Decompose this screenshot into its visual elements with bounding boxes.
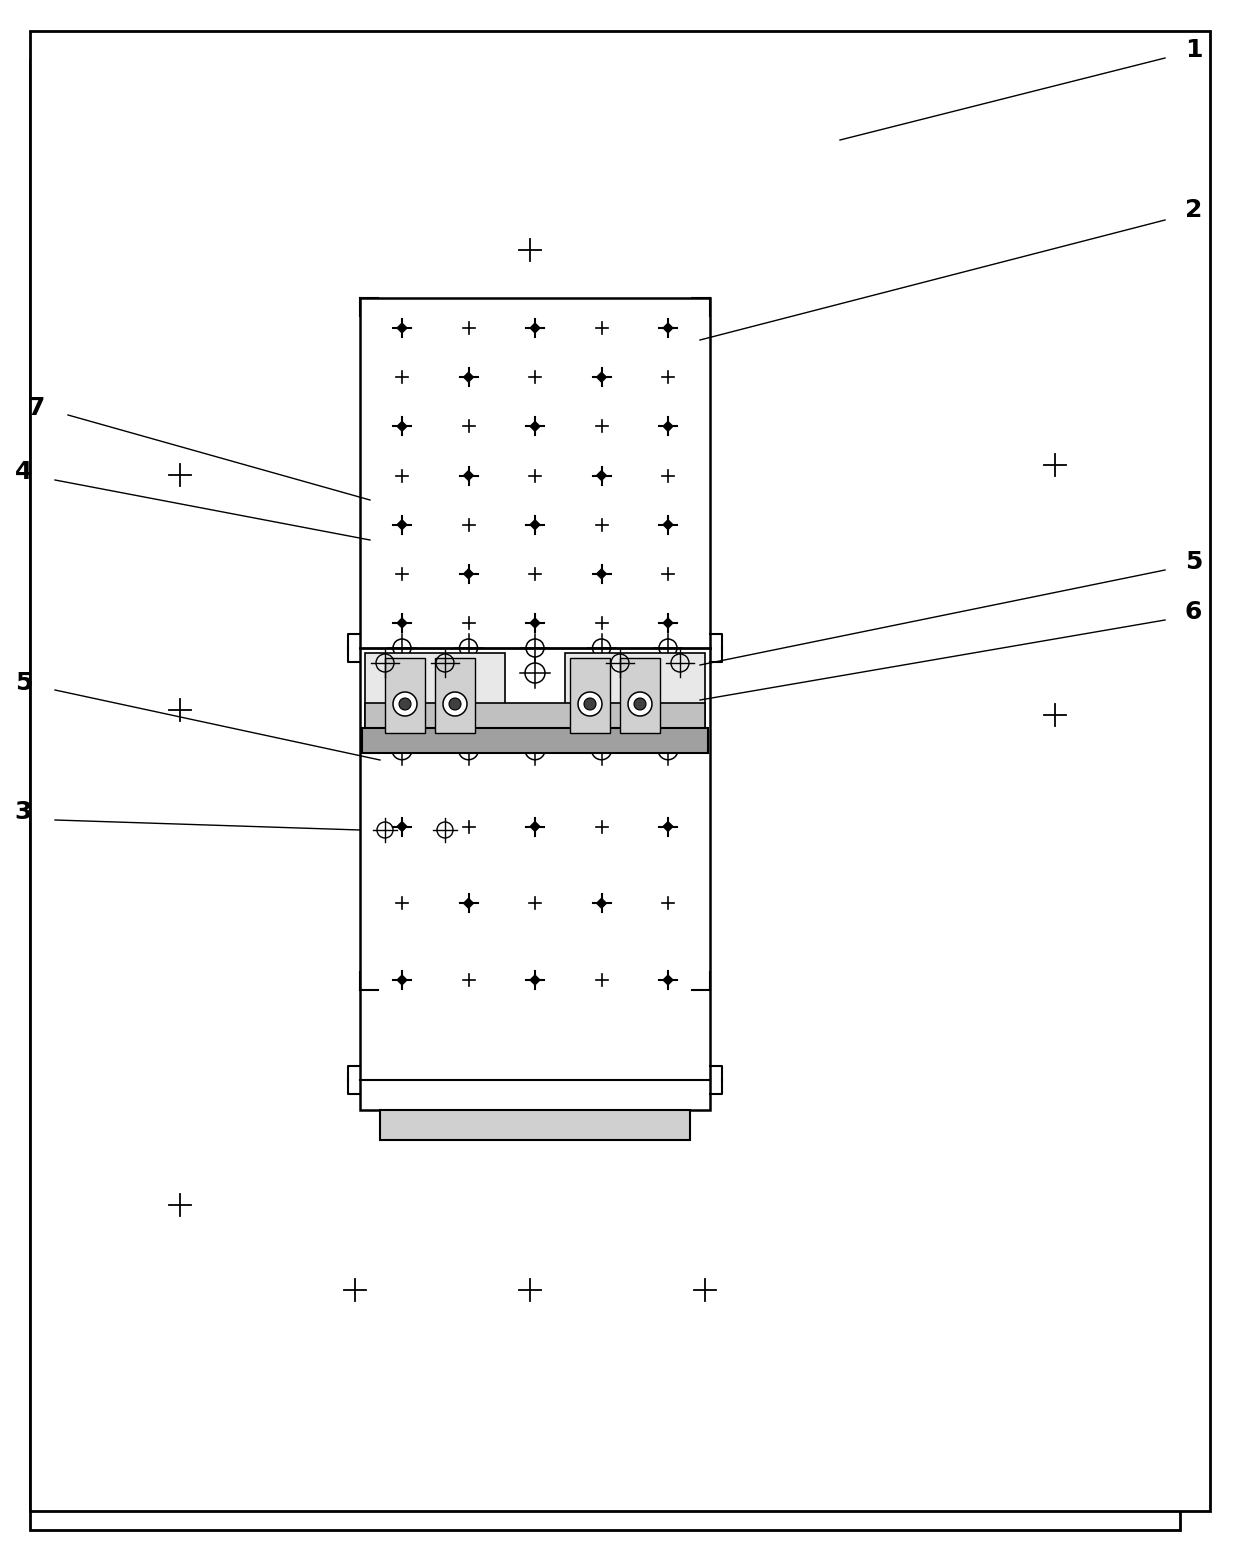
- Circle shape: [393, 692, 417, 717]
- Polygon shape: [662, 322, 673, 334]
- Polygon shape: [396, 322, 408, 334]
- Circle shape: [399, 698, 410, 710]
- Text: 1: 1: [1185, 39, 1203, 62]
- Polygon shape: [529, 616, 541, 629]
- Polygon shape: [662, 616, 673, 629]
- Polygon shape: [529, 322, 541, 334]
- Polygon shape: [595, 470, 608, 481]
- Polygon shape: [662, 519, 673, 530]
- Text: 7: 7: [27, 396, 45, 421]
- Polygon shape: [529, 421, 541, 431]
- Bar: [360, 297, 711, 1110]
- Polygon shape: [396, 974, 408, 986]
- Bar: [362, 727, 708, 754]
- Polygon shape: [463, 897, 475, 909]
- Bar: [379, 1110, 689, 1140]
- Bar: [570, 658, 610, 734]
- Text: 5: 5: [1185, 550, 1203, 573]
- Polygon shape: [595, 897, 608, 909]
- Text: 5: 5: [15, 670, 32, 695]
- Polygon shape: [662, 974, 673, 986]
- Polygon shape: [529, 821, 541, 832]
- Polygon shape: [396, 421, 408, 431]
- Bar: [365, 703, 706, 727]
- Circle shape: [627, 692, 652, 717]
- Polygon shape: [463, 371, 475, 384]
- Bar: [620, 658, 660, 734]
- Polygon shape: [595, 569, 608, 579]
- Polygon shape: [662, 421, 673, 431]
- Circle shape: [634, 698, 646, 710]
- Text: 6: 6: [1185, 599, 1203, 624]
- Polygon shape: [595, 371, 608, 384]
- Polygon shape: [463, 569, 475, 579]
- Polygon shape: [396, 519, 408, 530]
- Polygon shape: [396, 616, 408, 629]
- Circle shape: [449, 698, 461, 710]
- Circle shape: [443, 692, 467, 717]
- Text: 4: 4: [15, 461, 32, 484]
- Text: 3: 3: [15, 800, 32, 824]
- Bar: [565, 653, 706, 738]
- Polygon shape: [463, 470, 475, 481]
- Text: 2: 2: [1185, 197, 1203, 222]
- Bar: [365, 653, 505, 738]
- Polygon shape: [396, 821, 408, 832]
- Polygon shape: [662, 821, 673, 832]
- Circle shape: [578, 692, 601, 717]
- Circle shape: [584, 698, 596, 710]
- Bar: [435, 658, 475, 734]
- Polygon shape: [529, 974, 541, 986]
- Bar: [384, 658, 425, 734]
- Polygon shape: [529, 519, 541, 530]
